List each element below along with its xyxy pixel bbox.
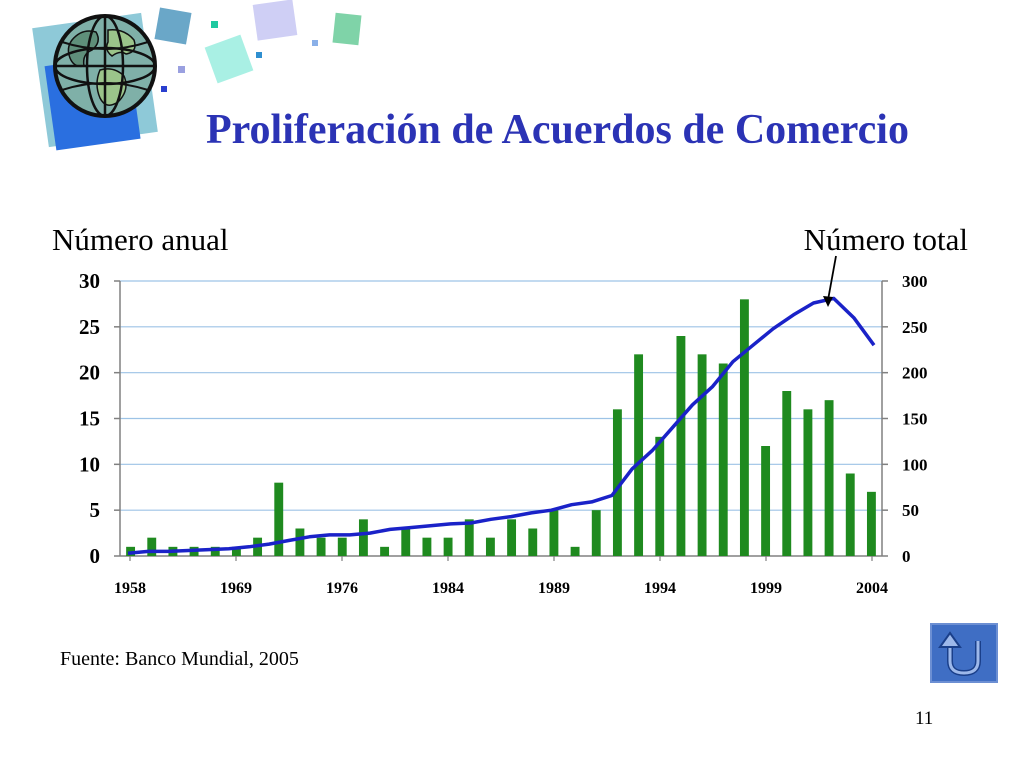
bar [485,537,495,556]
page-number: 11 [915,708,934,729]
x-tick-label: 1999 [750,580,782,597]
logo-square [312,40,318,46]
bar [528,528,538,556]
y2-tick-label: 100 [902,455,928,474]
total-line [127,296,876,556]
bar [824,400,834,556]
y-tick-label: 15 [79,407,100,431]
y-tick-label: 30 [79,269,100,293]
logo-square [252,0,298,41]
logo-square [154,7,192,45]
bar [358,519,368,556]
x-tick-label: 1976 [326,580,358,597]
bar [147,537,157,556]
u-turn-arrow-icon [938,631,981,677]
y2-tick-label: 0 [902,547,911,566]
bar [401,528,411,556]
globe [53,14,157,118]
bar [803,409,813,556]
y-tick-label: 5 [90,498,101,522]
bar [274,482,284,556]
bar [231,546,241,556]
bar [570,546,580,556]
bar [676,336,686,556]
bar [507,519,517,556]
bar [443,537,453,556]
bar [697,354,707,556]
logo-square [211,21,218,28]
globe-with-squares-icon [30,0,370,165]
y2-tick-label: 300 [902,272,928,291]
y-tick-label: 25 [79,315,100,339]
callout-arrow [827,255,837,301]
logo-square [204,34,254,84]
bar [549,510,559,556]
back-button[interactable] [930,623,998,683]
right-axis-title: Número total [803,222,968,257]
bar [295,528,305,556]
bar [866,491,876,556]
callout-arrowhead [823,296,833,307]
bar [337,537,347,556]
bar [591,510,601,556]
x-tick-label: 1958 [114,580,146,597]
y2-tick-label: 250 [902,318,928,337]
x-tick-label: 1989 [538,580,570,597]
bar [316,537,326,556]
y2-tick-label: 50 [902,501,919,520]
bar [845,473,855,556]
logo-square [161,86,167,92]
bar [612,409,622,556]
y2-tick-label: 150 [902,410,928,429]
y-tick-label: 0 [90,544,101,568]
bar [464,519,474,556]
bar [655,436,665,556]
x-tick-label: 1984 [432,580,464,597]
y2-tick-label: 200 [902,364,928,383]
bar [380,546,390,556]
source-note: Fuente: Banco Mundial, 2005 [60,648,299,670]
bar [634,354,644,556]
y-tick-label: 20 [79,361,100,385]
bar [422,537,432,556]
bar [761,446,771,556]
bar [718,363,728,556]
left-axis-title: Número anual [52,222,229,257]
logo-square [332,12,362,46]
x-tick-label: 1969 [220,580,252,597]
bar [782,391,792,556]
bar [210,546,220,556]
bar [739,299,749,556]
y-tick-label: 10 [79,452,100,476]
slide-title: Proliferación de Acuerdos de Comercio [206,107,909,153]
logo-square [256,52,262,58]
x-tick-label: 1994 [644,580,676,597]
x-tick-label: 2004 [856,580,888,597]
logo-square [178,66,185,73]
